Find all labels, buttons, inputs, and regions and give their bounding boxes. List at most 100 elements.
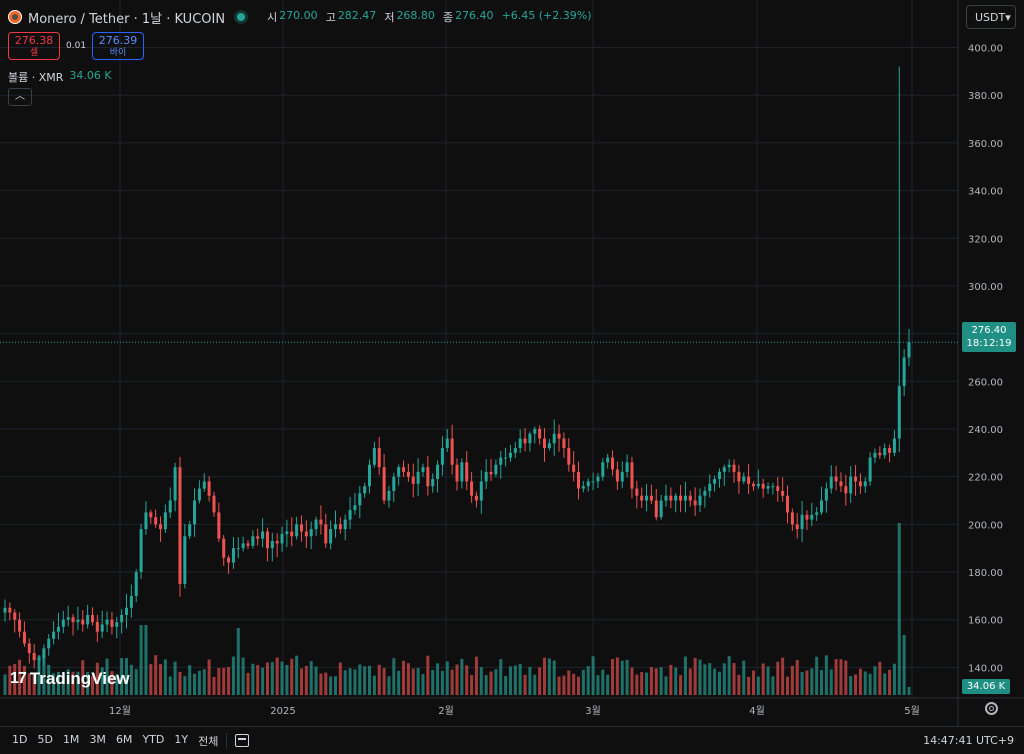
volume-bar bbox=[625, 659, 629, 695]
y-tick-label: 260.00 bbox=[968, 377, 1003, 388]
candle bbox=[115, 622, 119, 627]
volume-bar bbox=[183, 676, 187, 695]
volume-bar bbox=[538, 667, 542, 695]
volume-bar bbox=[834, 659, 838, 695]
candle bbox=[751, 483, 755, 487]
candle bbox=[533, 428, 537, 434]
candle bbox=[494, 464, 498, 475]
candle bbox=[538, 428, 542, 439]
candle bbox=[27, 643, 31, 654]
volume-bar bbox=[567, 670, 571, 695]
volume-bar bbox=[460, 658, 464, 695]
volume-bar bbox=[110, 671, 114, 695]
volume-bar bbox=[581, 669, 585, 695]
symbol-title[interactable]: Monero / Tether · 1날 · KUCOIN bbox=[28, 11, 226, 27]
candle bbox=[640, 495, 644, 501]
y-tick-label: 380.00 bbox=[968, 91, 1003, 102]
calendar-icon[interactable] bbox=[235, 734, 250, 747]
volume-bar bbox=[820, 670, 824, 695]
volume-bar bbox=[732, 663, 736, 695]
candle bbox=[358, 493, 362, 506]
buy-button[interactable]: 276.39 바이 bbox=[92, 32, 145, 60]
volume-bar bbox=[314, 666, 318, 695]
volume-bar bbox=[586, 666, 590, 695]
candle bbox=[217, 512, 221, 539]
volume-bar bbox=[795, 660, 799, 695]
candle bbox=[722, 467, 726, 472]
period-1d[interactable]: 1D bbox=[12, 732, 28, 746]
period-3m[interactable]: 3M bbox=[89, 732, 106, 746]
chevron-up-icon[interactable]: ︿ bbox=[8, 88, 32, 106]
period-all[interactable]: 전체 bbox=[198, 734, 219, 748]
volume-bar bbox=[3, 674, 7, 695]
candle bbox=[615, 469, 619, 482]
volume-bar bbox=[635, 674, 639, 695]
candle bbox=[703, 490, 707, 496]
period-1m[interactable]: 1M bbox=[62, 732, 80, 746]
volume-bar bbox=[474, 656, 478, 695]
volume-bar bbox=[227, 667, 231, 695]
volume-bar bbox=[683, 656, 687, 695]
period-5d[interactable]: 5D bbox=[37, 732, 53, 746]
candle bbox=[100, 624, 104, 632]
candle bbox=[13, 612, 17, 620]
candle bbox=[489, 471, 493, 475]
volume-bar bbox=[193, 673, 197, 695]
candle bbox=[392, 476, 396, 491]
settings-icon[interactable] bbox=[985, 702, 998, 715]
candle bbox=[620, 471, 624, 482]
candle bbox=[761, 483, 765, 489]
candle bbox=[168, 500, 172, 513]
period-1y[interactable]: 1Y bbox=[174, 732, 189, 746]
candle bbox=[800, 514, 804, 530]
candle bbox=[586, 481, 590, 487]
candle bbox=[348, 510, 352, 520]
volume-bar bbox=[212, 676, 216, 695]
volume-bar bbox=[465, 665, 469, 695]
volume-bar bbox=[304, 665, 308, 695]
tradingview-logo[interactable]: 17 TradingView bbox=[10, 669, 130, 688]
volume-bar bbox=[387, 676, 391, 695]
candle bbox=[611, 457, 615, 470]
market-status-icon[interactable] bbox=[237, 13, 246, 21]
volume-legend[interactable]: 볼륨 · XMR 34.06 K bbox=[8, 69, 112, 84]
candle bbox=[785, 495, 790, 513]
volume-bar bbox=[591, 656, 595, 695]
volume-bar bbox=[737, 674, 741, 695]
candle bbox=[8, 607, 12, 613]
candle bbox=[120, 614, 124, 623]
volume-bar bbox=[771, 676, 775, 695]
volume-bar bbox=[494, 669, 498, 695]
candle bbox=[897, 386, 901, 439]
candle bbox=[849, 476, 853, 494]
volume-bar bbox=[572, 673, 576, 695]
candle bbox=[431, 479, 435, 487]
period-ytd[interactable]: YTD bbox=[142, 732, 165, 746]
candle bbox=[304, 531, 308, 537]
volume-bar bbox=[372, 675, 376, 695]
volume-bar bbox=[557, 676, 561, 695]
volume-bar bbox=[411, 668, 415, 695]
volume-bar bbox=[222, 667, 226, 695]
y-tick-label: 140.00 bbox=[968, 663, 1003, 674]
candle bbox=[810, 514, 814, 520]
volume-bar bbox=[892, 663, 896, 695]
clock[interactable]: 14:47:41 UTC+9 bbox=[923, 734, 1014, 747]
candle bbox=[338, 524, 342, 530]
volume-bar bbox=[640, 672, 644, 695]
volume-bar bbox=[455, 664, 459, 695]
y-tick-label: 200.00 bbox=[968, 520, 1003, 531]
volume-bar bbox=[81, 660, 85, 695]
candle bbox=[193, 500, 197, 525]
volume-bar bbox=[299, 668, 303, 695]
currency-select[interactable]: USDT ▾ bbox=[966, 5, 1016, 29]
sell-button[interactable]: 276.38 셀 bbox=[8, 32, 60, 60]
period-6m[interactable]: 6M bbox=[115, 732, 133, 746]
volume-bar bbox=[698, 659, 702, 695]
candle bbox=[436, 464, 440, 480]
price-chart[interactable]: 400.00380.00360.00340.00320.00300.00280.… bbox=[0, 0, 1024, 726]
volume-bar bbox=[669, 664, 673, 695]
volume-bar bbox=[86, 672, 90, 695]
volume-bar bbox=[338, 662, 342, 695]
candle bbox=[372, 448, 376, 465]
